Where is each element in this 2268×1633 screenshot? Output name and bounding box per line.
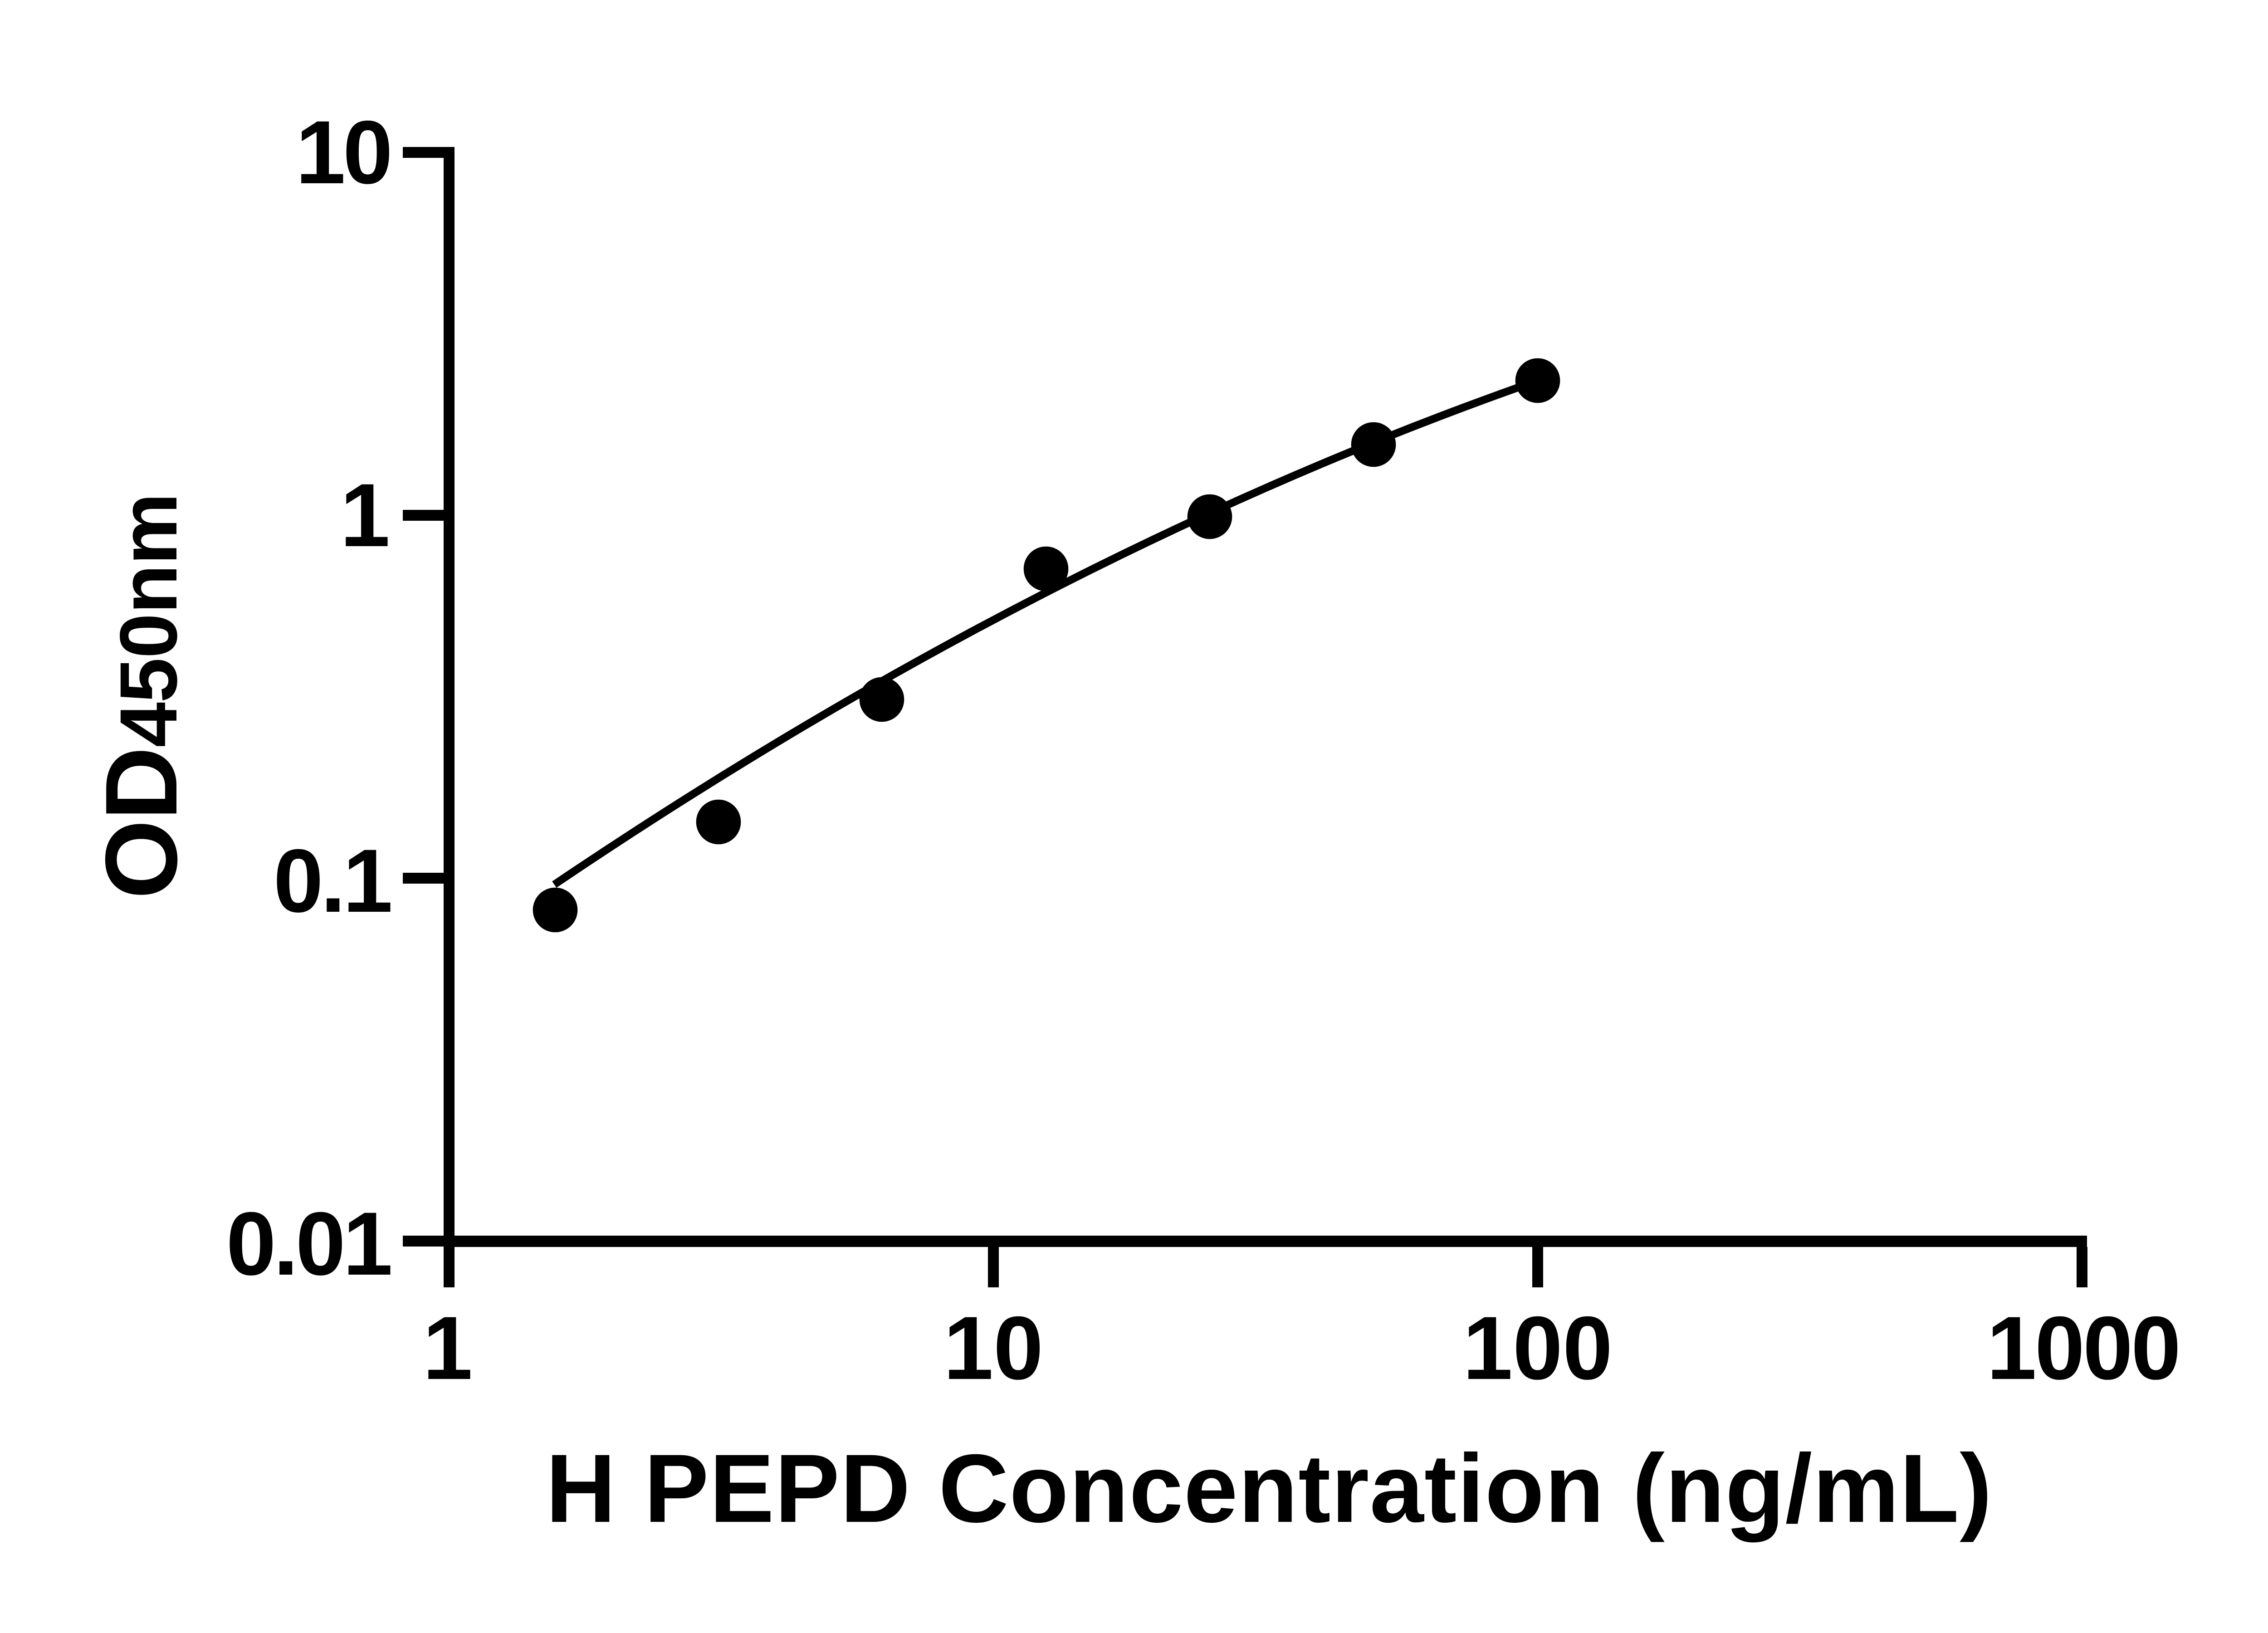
svg-text:H PEPD Concentration (ng/mL): H PEPD Concentration (ng/mL) bbox=[546, 1434, 1993, 1543]
svg-text:10: 10 bbox=[296, 102, 390, 202]
svg-text:0.1: 0.1 bbox=[274, 831, 391, 931]
svg-text:OD450nm: OD450nm bbox=[84, 494, 198, 899]
svg-text:10: 10 bbox=[943, 1298, 1043, 1398]
svg-text:0.01: 0.01 bbox=[226, 1193, 391, 1294]
svg-text:1: 1 bbox=[423, 1298, 473, 1398]
svg-text:1: 1 bbox=[340, 465, 388, 565]
svg-text:1000: 1000 bbox=[1987, 1298, 2179, 1398]
svg-text:100: 100 bbox=[1463, 1298, 1613, 1398]
